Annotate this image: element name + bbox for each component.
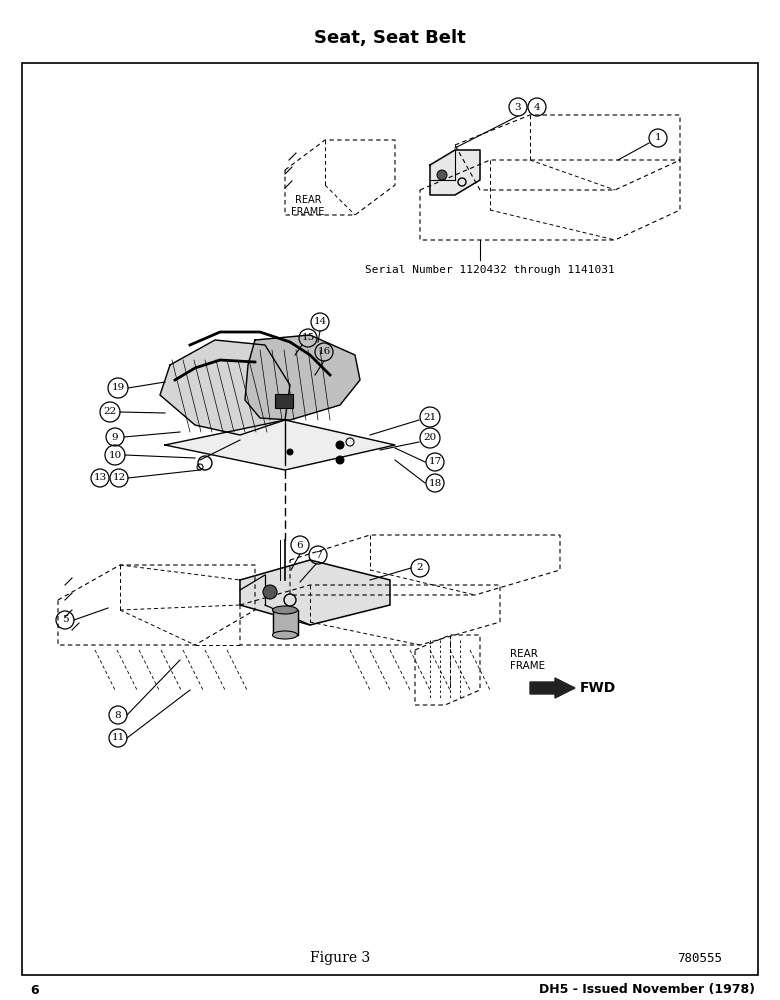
Text: 2: 2	[417, 564, 424, 572]
Text: 1: 1	[654, 133, 661, 142]
Polygon shape	[240, 560, 390, 625]
Text: 3: 3	[515, 103, 521, 111]
Polygon shape	[430, 150, 480, 195]
Circle shape	[437, 170, 447, 180]
Text: 21: 21	[424, 412, 437, 422]
Text: REAR
FRAME: REAR FRAME	[291, 195, 324, 217]
Circle shape	[287, 449, 293, 455]
Text: 12: 12	[112, 474, 126, 483]
Ellipse shape	[272, 631, 297, 639]
Text: Serial Number 1120432 through 1141031: Serial Number 1120432 through 1141031	[365, 265, 615, 275]
Text: 17: 17	[428, 458, 441, 466]
Text: DH5 - Issued November (1978): DH5 - Issued November (1978)	[539, 984, 755, 996]
Ellipse shape	[272, 606, 297, 614]
Text: 10: 10	[108, 450, 122, 460]
Text: 780555: 780555	[678, 952, 722, 964]
Text: Figure 3: Figure 3	[310, 951, 370, 965]
Polygon shape	[530, 678, 575, 698]
Text: 5: 5	[62, 615, 69, 624]
Text: 8: 8	[115, 710, 122, 720]
Polygon shape	[160, 340, 290, 435]
Text: 11: 11	[112, 734, 125, 742]
Text: 18: 18	[428, 479, 441, 488]
Text: FWD: FWD	[580, 681, 616, 695]
Text: Seat, Seat Belt: Seat, Seat Belt	[314, 29, 466, 47]
Text: 15: 15	[301, 334, 314, 342]
Text: 6: 6	[30, 984, 39, 996]
Text: 13: 13	[94, 474, 107, 483]
Text: 6: 6	[296, 540, 303, 550]
Text: 16: 16	[317, 348, 331, 357]
Text: 4: 4	[534, 103, 541, 111]
Text: 19: 19	[112, 383, 125, 392]
Text: REAR
FRAME: REAR FRAME	[510, 649, 545, 671]
Circle shape	[336, 441, 344, 449]
Polygon shape	[165, 420, 395, 470]
Text: 22: 22	[104, 408, 117, 416]
Text: 14: 14	[314, 318, 327, 326]
Bar	[275, 394, 293, 408]
Text: 7: 7	[314, 550, 321, 560]
Text: 9: 9	[112, 432, 119, 442]
Text: 20: 20	[424, 434, 437, 442]
Polygon shape	[245, 335, 360, 420]
Circle shape	[336, 456, 344, 464]
Polygon shape	[273, 610, 298, 635]
Circle shape	[263, 585, 277, 599]
